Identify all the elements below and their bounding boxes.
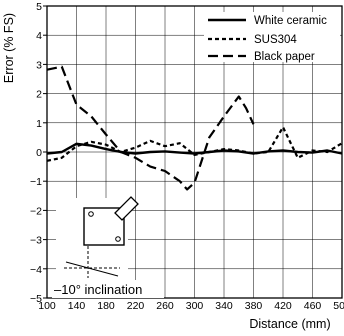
y-tick-label-2: −2 bbox=[30, 205, 42, 217]
annotation-background bbox=[52, 280, 164, 298]
y-tick-label-1: −1 bbox=[30, 176, 42, 188]
y-tick-label-4: 4 bbox=[36, 30, 42, 42]
series-lines bbox=[46, 65, 343, 191]
x-tick-label-180: 180 bbox=[97, 300, 115, 312]
sensor-cable-connector bbox=[114, 196, 139, 221]
y-tick-label-5: 5 bbox=[36, 1, 42, 13]
y-tick-label-4: −4 bbox=[30, 264, 42, 276]
sensor-mount-hole-top bbox=[88, 211, 94, 217]
x-tick-labels: 100 140 180 220 260 300 340 380 420 460 500 bbox=[38, 300, 344, 312]
y-axis-title: Error (% FS) bbox=[2, 13, 16, 83]
x-tick-label-420: 420 bbox=[274, 300, 292, 312]
y-tick-label-3: −3 bbox=[30, 235, 42, 247]
legend-label-black-paper: Black paper bbox=[254, 51, 315, 63]
y-tick-label-2: 2 bbox=[36, 89, 42, 101]
x-axis-title: Distance (mm) bbox=[249, 317, 330, 331]
y-tick-labels: −5 −4 −3 −2 −1 0 1 2 3 4 5 bbox=[30, 1, 42, 305]
plot-frame bbox=[46, 5, 343, 299]
inclined-target-line bbox=[65, 261, 119, 277]
sensor-inclination-illustration bbox=[56, 196, 139, 296]
series-line-sus304 bbox=[46, 126, 343, 162]
x-tick-label-260: 260 bbox=[156, 300, 174, 312]
series-line-white-ceramic bbox=[46, 142, 343, 155]
x-tick-label-380: 380 bbox=[245, 300, 263, 312]
inclination-annotation: –10° inclination bbox=[54, 282, 142, 297]
x-tick-label-300: 300 bbox=[186, 300, 204, 312]
y-tick-label-0: 0 bbox=[36, 147, 42, 159]
sensor-mount-hole-bottom bbox=[115, 236, 121, 242]
legend: White ceramic SUS304 Black paper bbox=[204, 12, 340, 63]
x-tick-label-100: 100 bbox=[38, 300, 56, 312]
x-tick-label-220: 220 bbox=[127, 300, 145, 312]
x-tick-label-460: 460 bbox=[304, 300, 322, 312]
x-tick-label-500: 500 bbox=[333, 300, 344, 312]
legend-label-sus304: SUS304 bbox=[254, 34, 297, 46]
legend-label-white-ceramic: White ceramic bbox=[254, 15, 327, 27]
series-line-black-paper bbox=[46, 65, 255, 191]
x-tick-label-340: 340 bbox=[215, 300, 233, 312]
y-tick-label-1: 1 bbox=[36, 118, 42, 130]
y-tick-label-5: −5 bbox=[30, 293, 42, 305]
y-tick-label-3: 3 bbox=[36, 59, 42, 71]
x-tick-label-140: 140 bbox=[68, 300, 86, 312]
